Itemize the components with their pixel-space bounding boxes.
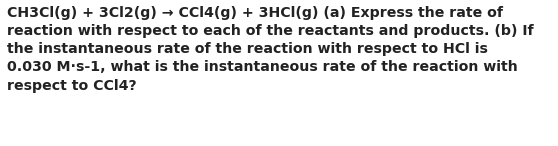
- Text: CH3Cl(g) + 3Cl2(g) → CCl4(g) + 3HCl(g) (a) Express the rate of
reaction with res: CH3Cl(g) + 3Cl2(g) → CCl4(g) + 3HCl(g) (…: [7, 6, 533, 93]
